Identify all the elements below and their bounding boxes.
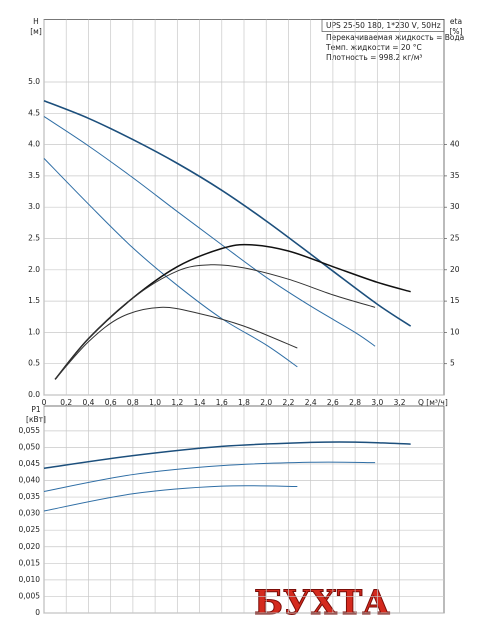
y-tick-label: 0,050 [19,442,41,451]
annotation: UPS 25-50 180, 1*230 V, 50Hz [326,21,441,30]
y-tick-label: 0,005 [19,591,41,600]
y-tick-label: 0.0 [28,390,40,399]
y2-tick-label: 15 [450,296,460,305]
curve [43,116,376,347]
x-tick-label: 2,2 [282,398,294,407]
y-tick-label: 2.5 [28,234,40,243]
y-tick-label: 5.0 [28,77,40,86]
curve [54,306,298,380]
y-tick-label: 0,035 [19,492,41,501]
y-tick-label: 0,025 [19,525,41,534]
watermark: БУХТА [254,583,390,623]
y-tick-label: 0.5 [28,359,40,368]
y-tick-label: 0,055 [19,426,41,435]
x-tick-label: 0 [42,398,47,407]
y2-axis-unit: [%] [450,27,463,36]
y-axis-label: P1 [31,405,41,414]
x-tick-label: 0,8 [127,398,139,407]
y-tick-label: 0,015 [19,558,41,567]
x-tick-label: 2,8 [349,398,361,407]
y-tick-label: 0,010 [19,575,41,584]
y2-tick-label: 10 [450,327,460,336]
curve [54,264,376,380]
curve [43,461,376,492]
curve [43,100,412,327]
x-tick-label: 1,0 [149,398,161,407]
y-tick-label: 3.5 [28,171,40,180]
x-tick-label: 1,4 [194,398,206,407]
y2-tick-label: 40 [450,140,460,149]
x-tick-label: 1,8 [238,398,250,407]
y2-axis-label: eta [450,17,462,26]
y-tick-label: 1.0 [28,327,40,336]
y-tick-label: 0,030 [19,509,41,518]
curve [43,441,411,470]
curve [54,243,411,380]
y-tick-label: 4.0 [28,140,40,149]
annotation: Перекачиваемая жидкость = Вода [326,33,464,42]
x-tick-label: 3,2 [394,398,406,407]
y2-tick-label: 5 [450,359,455,368]
y-tick-label: 0,020 [19,542,41,551]
y-tick-label: 0 [35,608,40,617]
x-tick-label: 1,6 [216,398,228,407]
x-tick-label: 3,0 [371,398,383,407]
y2-tick-label: 25 [450,234,460,243]
y-axis-label: H [33,17,39,26]
x-tick-label: 2,4 [305,398,317,407]
x-tick-label: 1,2 [171,398,183,407]
y-axis-unit: [м] [30,27,42,36]
y-tick-label: 0,045 [19,459,41,468]
curve [43,158,298,368]
x-tick-label: 2,6 [327,398,339,407]
y-tick-label: 3.0 [28,202,40,211]
x-tick-label: 2,0 [260,398,272,407]
x-tick-label: 0,6 [105,398,117,407]
y2-tick-label: 35 [450,171,460,180]
x-tick-label: 0,2 [60,398,72,407]
y2-tick-label: 30 [450,202,460,211]
x-tick-label: 0,4 [82,398,94,407]
y-tick-label: 2.0 [28,265,40,274]
y-axis-unit: [кВт] [26,415,46,424]
annotation: Плотность = 998.2 кг/м³ [326,53,422,62]
annotation: Темп. жидкости = 20 °C [325,43,422,52]
x-axis-label: Q [м³/ч] [418,398,448,407]
y-tick-label: 1.5 [28,296,40,305]
y-tick-label: 0,040 [19,476,41,485]
y2-tick-label: 20 [450,265,460,274]
y-tick-label: 4.5 [28,108,40,117]
curve [43,485,298,512]
